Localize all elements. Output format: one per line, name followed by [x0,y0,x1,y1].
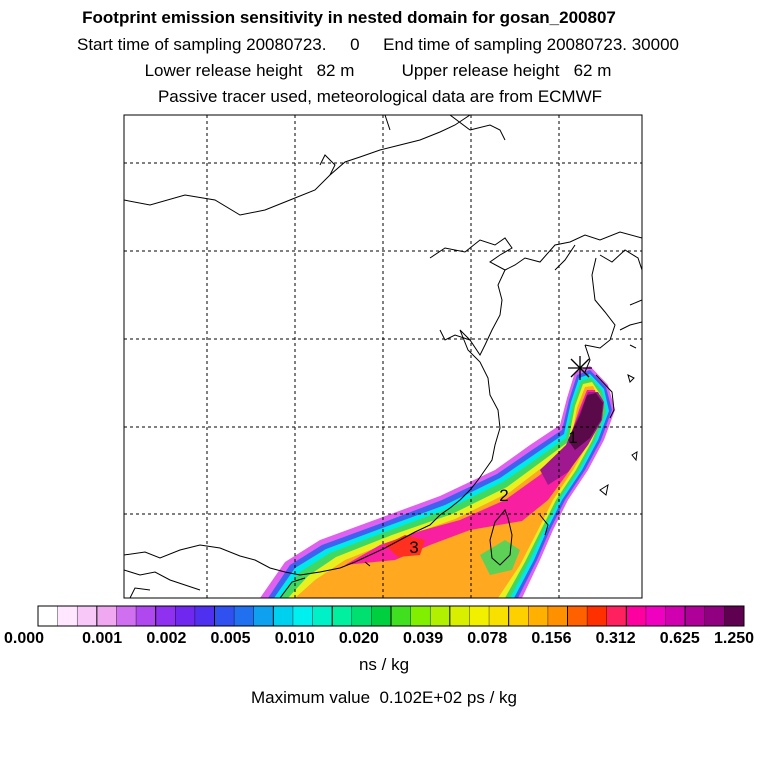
colorbar-cell [410,606,431,626]
colorbar-cell [685,606,706,626]
plume-marker-1: 1 [568,428,577,447]
colorbar-cell [449,606,470,626]
colorbar-tick-label: 0.002 [146,630,187,647]
colorbar-cell [645,606,667,626]
colorbar-cell [704,606,725,626]
colorbar-cell [351,606,372,626]
colorbar [37,605,745,627]
colorbar-cell [194,606,215,626]
colorbar-cell [253,606,274,626]
colorbar-tick-label: 1.250 [713,630,755,647]
colorbar-cell [57,606,78,626]
colorbar-tick-label: 0.020 [338,630,379,647]
map-frame [123,114,643,599]
lat-lon-grid [124,115,642,598]
colorbar-cell [724,606,745,626]
plume-green-patch [480,540,520,575]
colorbar-cell [175,606,196,626]
colorbar-tick-label: 0.078 [467,630,508,647]
colorbar-cell [312,606,333,626]
coastlines [124,115,642,598]
colorbar-cell [116,606,137,626]
colorbar-cell [665,606,686,626]
plume-layer-dark-core [568,393,603,450]
colorbar-cell [77,606,98,626]
colorbar-tick-label: 0.039 [403,630,444,647]
colorbar-cell [547,606,568,626]
colorbar-cell [469,606,490,626]
colorbar-cell [96,606,117,626]
plume-red-blob [385,535,425,557]
release-height-line: Lower release height 82 m Upper release … [144,61,612,80]
colorbar-cell [508,606,529,626]
colorbar-cell [587,606,608,626]
colorbar-tick-label: 0.312 [595,630,636,647]
plume-marker-2: 2 [499,486,508,505]
colorbar-tick-label: 0.010 [274,630,315,647]
colorbar-units: ns / kg [358,655,410,674]
colorbar-cell [292,606,314,626]
colorbar-cell [430,606,451,626]
colorbar-cell [528,606,549,626]
plot-title: Footprint emission sensitivity in nested… [82,8,616,27]
colorbar-cell [273,606,294,626]
colorbar-cell [214,606,235,626]
tracer-info-line: Passive tracer used, meteorological data… [157,87,603,106]
colorbar-tick-label: 0.005 [210,630,251,647]
colorbar-cell [155,606,176,626]
colorbar-cell [234,606,255,626]
plume-layer-orange [295,386,600,598]
colorbar-cell [567,606,588,626]
footprint-map: 1 2 3 [123,114,643,599]
maximum-value-line: Maximum value 0.102E+02 ps / kg [251,688,517,707]
colorbar-cell [489,606,510,626]
colorbar-cell [38,606,59,626]
sampling-time-line: Start time of sampling 20080723. 0 End t… [77,35,679,54]
star-marker-icon [568,356,592,380]
colorbar-cell [606,606,627,626]
plume-marker-3: 3 [409,538,418,557]
colorbar-cell [371,606,392,626]
colorbar-tick-label: 0.156 [531,630,572,647]
colorbar-tick-label: 0.000 [3,630,45,647]
colorbar-cell [136,606,157,626]
colorbar-tick-label: 0.625 [659,630,700,647]
colorbar-tick-label: 0.001 [82,630,123,647]
colorbar-cell [626,606,647,626]
colorbar-cell [332,606,353,626]
colorbar-cell [391,606,412,626]
